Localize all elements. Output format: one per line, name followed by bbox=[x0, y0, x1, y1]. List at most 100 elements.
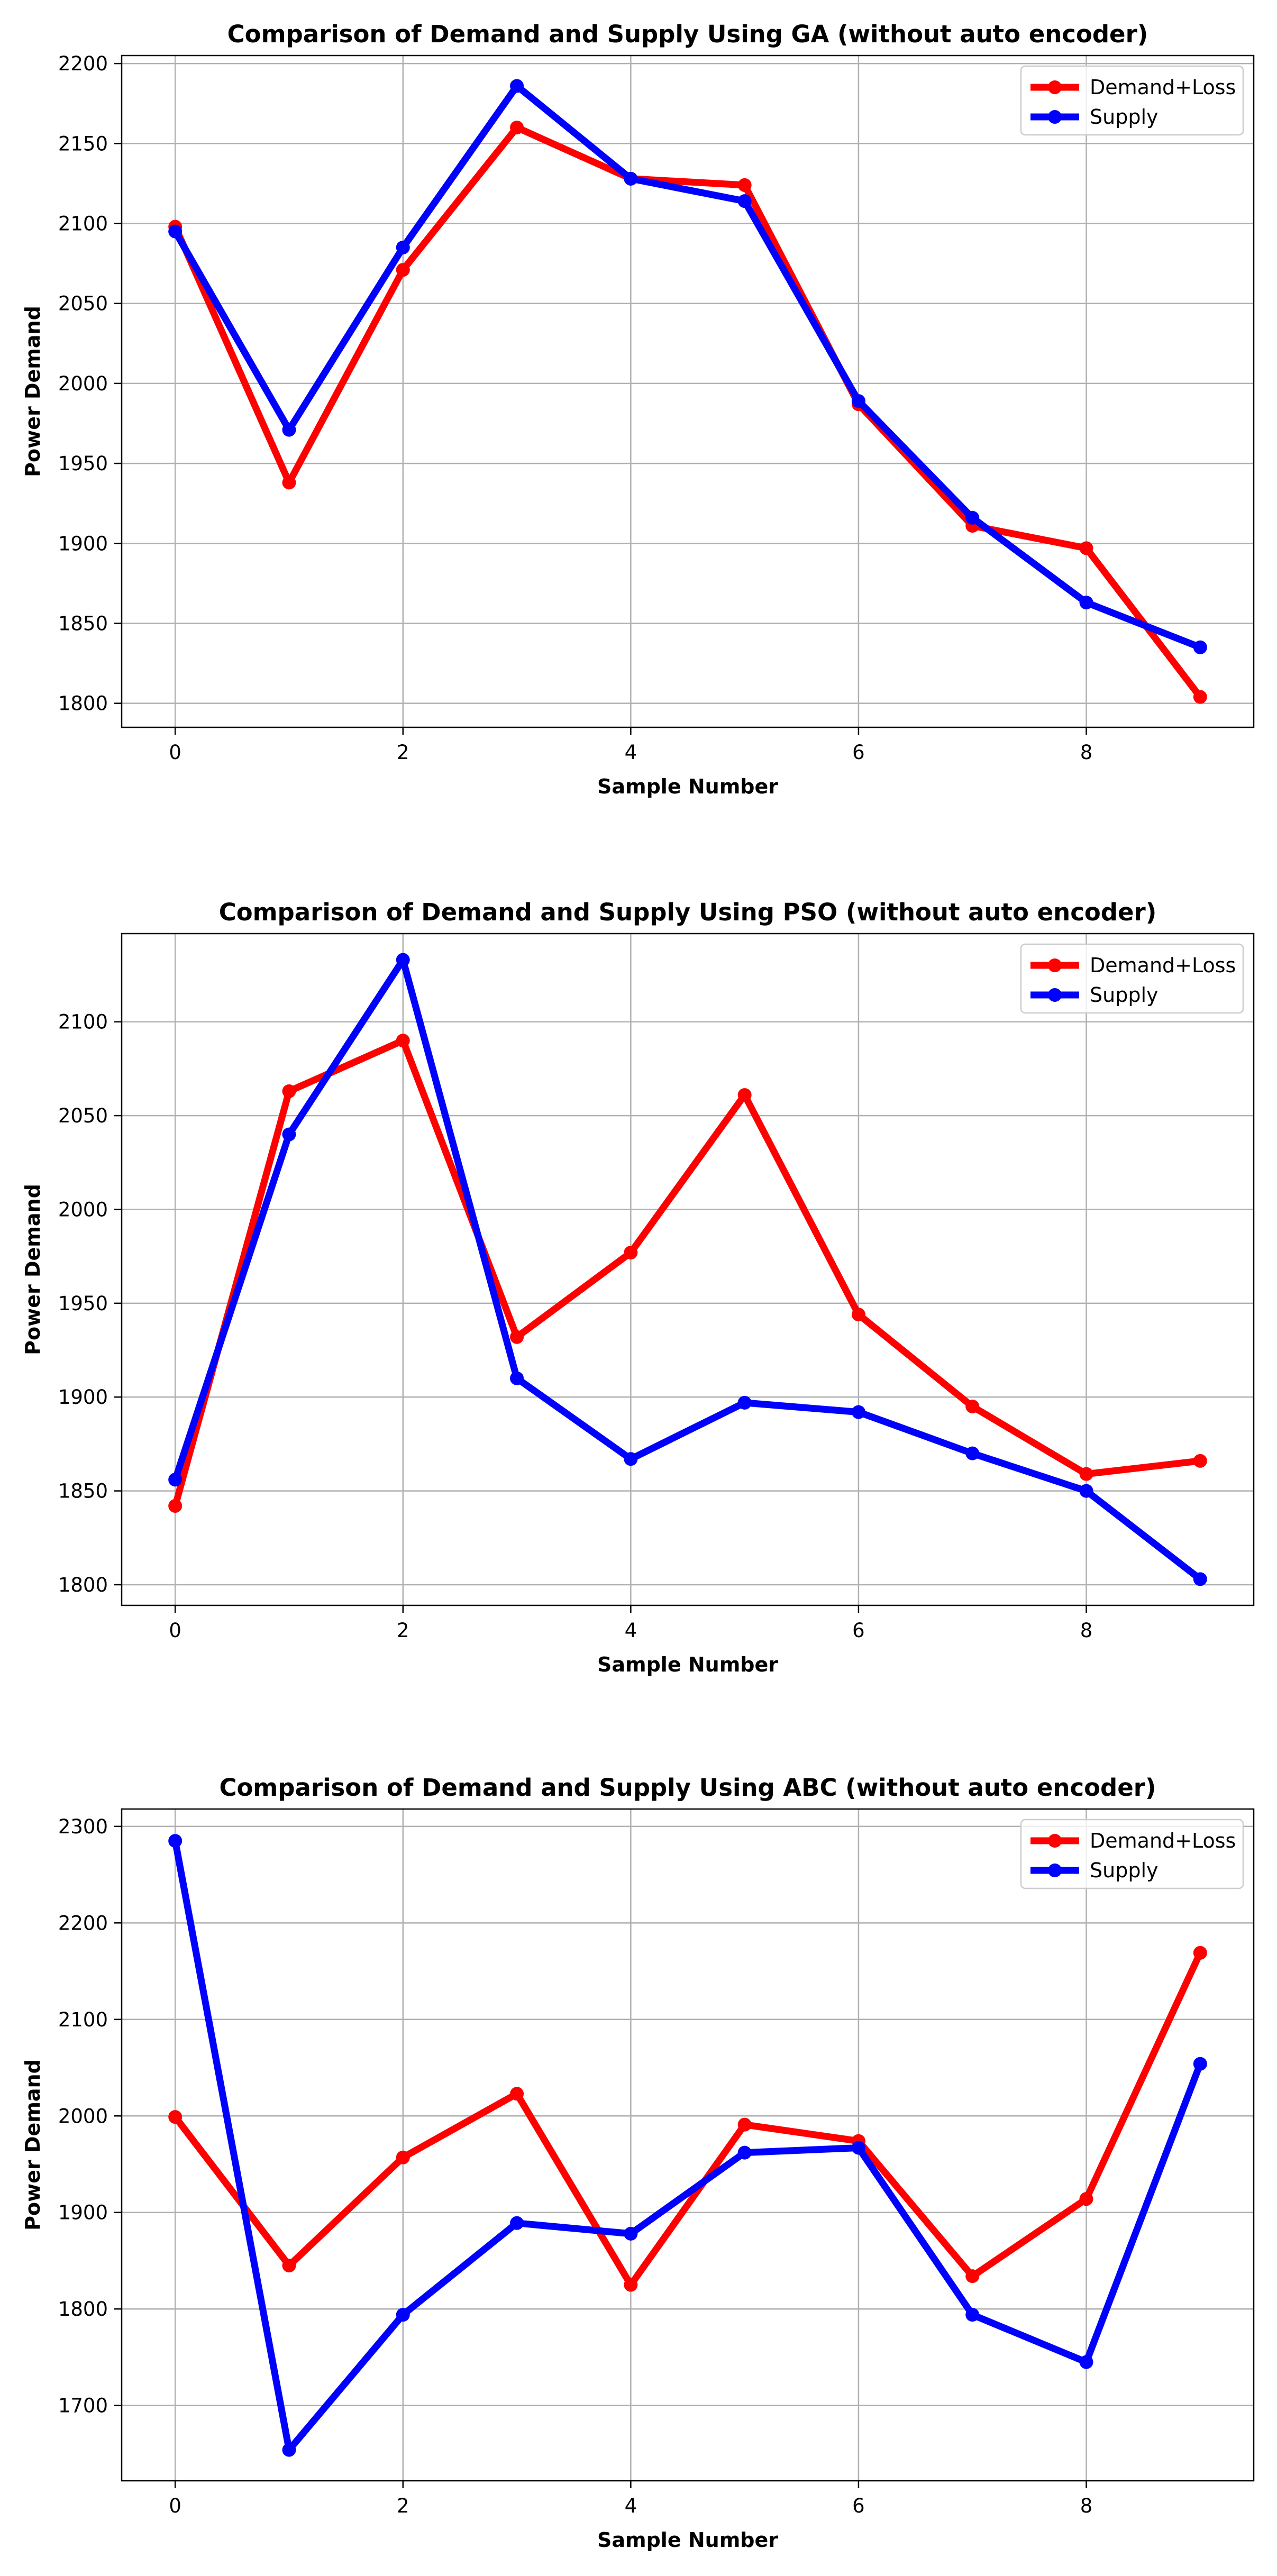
y-tick-label: 2100 bbox=[58, 2008, 108, 2031]
series-line-demand-loss bbox=[172, 1951, 1203, 2289]
x-tick-label: 8 bbox=[1080, 1619, 1093, 1642]
y-tick-label: 2050 bbox=[58, 1104, 108, 1127]
y-tick-label: 2200 bbox=[58, 52, 108, 75]
x-tick-label: 4 bbox=[625, 2495, 637, 2517]
y-tick-label: 1850 bbox=[58, 1480, 108, 1503]
y-tick-label: 1800 bbox=[58, 1574, 108, 1596]
data-point-supply bbox=[1079, 1484, 1093, 1498]
data-point-supply bbox=[1079, 596, 1093, 610]
plot-frame bbox=[121, 933, 1255, 1606]
data-point-demand-loss bbox=[282, 2259, 296, 2273]
data-point-demand-loss bbox=[1079, 541, 1093, 555]
data-point-supply bbox=[1193, 640, 1207, 654]
data-point-demand-loss bbox=[168, 2110, 183, 2124]
data-point-supply bbox=[168, 224, 183, 239]
legend-marker-demand-loss bbox=[1048, 80, 1062, 94]
legend-label-demand-loss: Demand+Loss bbox=[1090, 76, 1236, 99]
data-point-demand-loss bbox=[396, 263, 410, 277]
legend-label-supply: Supply bbox=[1090, 1859, 1159, 1882]
data-point-supply bbox=[510, 1371, 524, 1385]
y-tick-label: 2300 bbox=[58, 1815, 108, 1838]
y-tick-label: 1950 bbox=[58, 1292, 108, 1315]
x-tick-label: 2 bbox=[397, 1619, 409, 1642]
y-tick-label: 1950 bbox=[58, 452, 108, 475]
y-tick-label: 2000 bbox=[58, 1198, 108, 1221]
y-tick-label: 2200 bbox=[58, 1912, 108, 1934]
data-point-supply bbox=[282, 1127, 296, 1141]
data-point-demand-loss bbox=[1193, 1454, 1207, 1468]
data-point-demand-loss bbox=[396, 1034, 410, 1048]
data-point-demand-loss bbox=[510, 121, 524, 135]
plot-frame bbox=[121, 1808, 1255, 2482]
legend-marker-supply bbox=[1048, 1864, 1062, 1877]
y-tick-label: 1700 bbox=[58, 2395, 108, 2417]
data-point-supply bbox=[396, 2308, 410, 2322]
data-point-supply bbox=[624, 171, 638, 186]
data-point-supply bbox=[737, 1395, 752, 1410]
y-tick-label: 2000 bbox=[58, 372, 108, 395]
series-line-demand-loss bbox=[172, 124, 1203, 699]
data-point-supply bbox=[965, 510, 980, 525]
data-point-supply bbox=[1193, 1572, 1207, 1586]
legend-label-demand-loss: Demand+Loss bbox=[1090, 954, 1236, 977]
data-point-supply bbox=[965, 2308, 980, 2322]
y-tick-label: 1800 bbox=[58, 2298, 108, 2321]
legend-label-demand-loss: Demand+Loss bbox=[1090, 1829, 1236, 1852]
legend: Demand+Loss Supply bbox=[1020, 1819, 1244, 1889]
legend: Demand+Loss Supply bbox=[1020, 943, 1244, 1014]
y-tick-label: 2050 bbox=[58, 293, 108, 315]
data-point-supply bbox=[737, 2145, 752, 2160]
data-point-supply bbox=[1193, 2057, 1207, 2071]
data-point-demand-loss bbox=[737, 178, 752, 192]
data-point-supply bbox=[851, 1405, 865, 1419]
x-tick-label: 8 bbox=[1080, 741, 1093, 764]
data-point-supply bbox=[851, 394, 865, 408]
x-tick-label: 0 bbox=[169, 1619, 181, 1642]
x-tick-label: 0 bbox=[169, 741, 181, 764]
data-point-demand-loss bbox=[965, 2269, 980, 2283]
chart-abc: 0 2 4 6 8 1700 1800 1900 2000 2100 2200 2300 Compari… bbox=[21, 1774, 1255, 2552]
data-point-supply bbox=[510, 79, 524, 93]
data-point-demand-loss bbox=[510, 2087, 524, 2101]
legend-marker-demand-loss bbox=[1048, 1834, 1062, 1848]
data-point-demand-loss bbox=[282, 1084, 296, 1098]
data-point-demand-loss bbox=[851, 1308, 865, 1322]
data-point-supply bbox=[737, 194, 752, 208]
data-point-demand-loss bbox=[737, 1088, 752, 1102]
y-tick-label: 2150 bbox=[58, 132, 108, 155]
data-point-supply bbox=[851, 2141, 865, 2155]
data-point-demand-loss bbox=[624, 1246, 638, 1260]
x-tick-label: 6 bbox=[852, 741, 865, 764]
data-point-supply bbox=[396, 240, 410, 254]
y-tick-label: 1900 bbox=[58, 1386, 108, 1409]
chart-title: Comparison of Demand and Supply Using GA… bbox=[227, 20, 1148, 48]
y-tick-label: 2100 bbox=[58, 213, 108, 235]
x-axis-label: Sample Number bbox=[597, 775, 778, 798]
data-point-demand-loss bbox=[1079, 1467, 1093, 1481]
legend-marker-supply bbox=[1048, 988, 1062, 1002]
x-tick-label: 2 bbox=[397, 741, 409, 764]
x-tick-label: 8 bbox=[1080, 2495, 1093, 2517]
data-point-demand-loss bbox=[396, 2150, 410, 2164]
series-line-demand-loss bbox=[171, 1037, 1201, 1507]
x-tick-label: 6 bbox=[852, 1619, 865, 1642]
chart-title: Comparison of Demand and Supply Using PS… bbox=[219, 898, 1157, 926]
data-point-demand-loss bbox=[510, 1330, 524, 1344]
legend-label-supply: Supply bbox=[1090, 105, 1159, 129]
series-line-supply bbox=[172, 956, 1202, 1582]
y-axis-label: Power Demand bbox=[21, 306, 44, 477]
legend: Demand+Loss Supply bbox=[1020, 65, 1244, 136]
legend-label-supply: Supply bbox=[1090, 983, 1159, 1007]
y-axis-label: Power Demand bbox=[21, 1184, 44, 1355]
data-point-demand-loss bbox=[1079, 2192, 1093, 2206]
data-point-supply bbox=[282, 2443, 296, 2457]
data-point-supply bbox=[510, 2216, 524, 2230]
y-tick-label: 1850 bbox=[58, 612, 108, 635]
data-point-demand-loss bbox=[1193, 1945, 1207, 1960]
series-line-supply bbox=[171, 1840, 1203, 2454]
data-point-demand-loss bbox=[1193, 690, 1207, 704]
series-line-supply bbox=[172, 83, 1202, 651]
x-tick-label: 6 bbox=[852, 2495, 865, 2517]
x-axis-label: Sample Number bbox=[597, 2528, 778, 2552]
y-tick-label: 1800 bbox=[58, 692, 108, 715]
